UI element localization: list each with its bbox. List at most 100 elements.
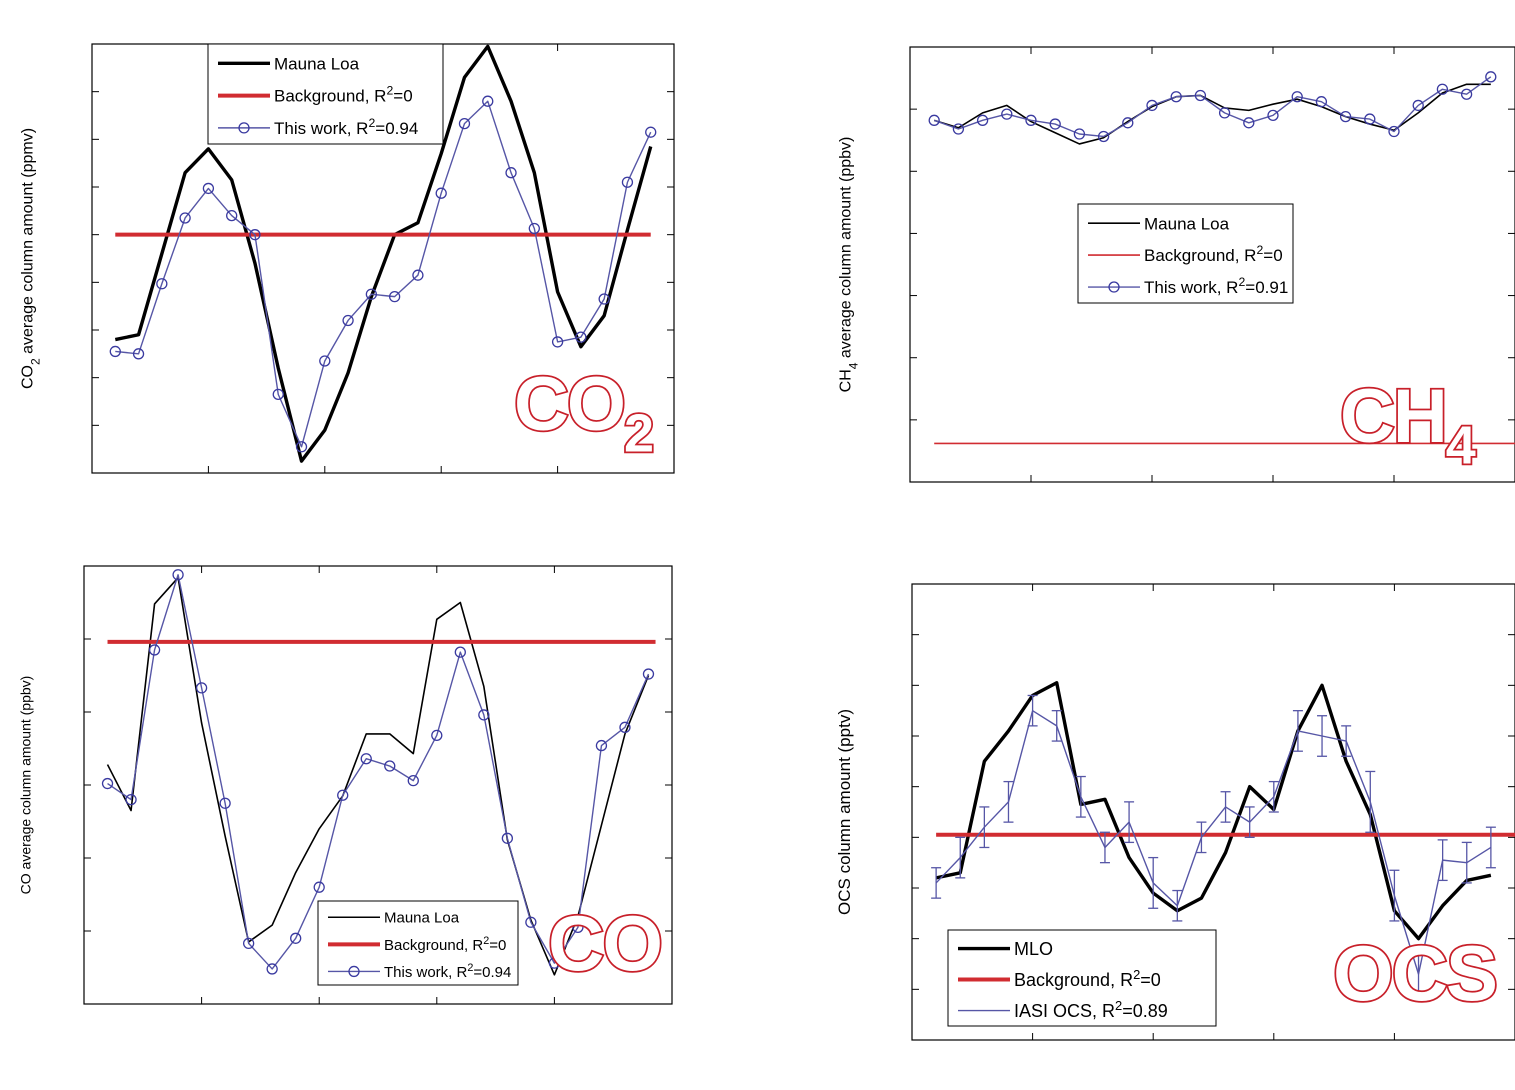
plot-area bbox=[931, 681, 1515, 1001]
data-point bbox=[1001, 108, 1013, 120]
data-point bbox=[478, 709, 490, 721]
data-point bbox=[1460, 88, 1473, 100]
chart-panel-3: OCS column amount (pptv) MLO Background, R… bbox=[835, 583, 1515, 1041]
data-point bbox=[1243, 117, 1255, 129]
series-line-mauna-loa bbox=[114, 44, 653, 463]
data-point bbox=[242, 937, 255, 950]
legend-entry: Mauna Loa bbox=[274, 54, 360, 73]
data-point bbox=[952, 123, 965, 135]
legend-marker bbox=[1108, 281, 1120, 293]
data-point bbox=[505, 167, 517, 179]
legend: Mauna Loa Background, R2=0 This work, R2=0… bbox=[1077, 203, 1294, 304]
legend-entry: Background, R2=0 bbox=[384, 935, 506, 954]
data-point bbox=[528, 222, 540, 235]
data-point bbox=[179, 212, 191, 224]
data-point bbox=[219, 797, 231, 809]
data-point bbox=[412, 269, 424, 281]
data-point bbox=[132, 348, 145, 360]
data-point bbox=[148, 644, 161, 656]
series-line-this-work-r bbox=[107, 574, 650, 970]
data-point bbox=[1291, 91, 1303, 103]
data-point bbox=[458, 117, 471, 130]
data-point bbox=[156, 278, 168, 290]
data-point bbox=[313, 881, 325, 893]
data-point bbox=[202, 182, 215, 195]
panel-label: OCS bbox=[1333, 929, 1496, 1017]
data-point bbox=[1218, 107, 1231, 119]
data-point bbox=[645, 126, 657, 138]
data-point bbox=[572, 921, 584, 933]
data-point bbox=[1388, 125, 1400, 138]
legend-entry: Mauna Loa bbox=[1144, 214, 1230, 233]
data-point bbox=[272, 388, 284, 401]
data-point bbox=[598, 293, 610, 305]
data-point bbox=[125, 793, 137, 806]
data-point bbox=[551, 336, 564, 348]
data-point bbox=[109, 345, 121, 358]
panel-label: CO bbox=[548, 899, 661, 987]
data-point bbox=[642, 668, 655, 680]
legend-entry: This work, R2=0.94 bbox=[274, 116, 418, 138]
data-point bbox=[101, 777, 114, 790]
legend: Mauna Loa Background, R2=0 This work, R2=0… bbox=[317, 900, 519, 986]
legend-entry: Background, R2=0 bbox=[1144, 243, 1283, 265]
data-point bbox=[172, 569, 184, 581]
data-point bbox=[1097, 130, 1110, 143]
data-point bbox=[342, 314, 354, 327]
data-point bbox=[337, 789, 349, 801]
panel-label: CH4 bbox=[1340, 374, 1476, 475]
data-point bbox=[1436, 83, 1449, 95]
data-point bbox=[249, 229, 261, 241]
y-axis-label: CO average column amount (ppbv) bbox=[18, 676, 34, 895]
plot-area bbox=[109, 44, 657, 463]
data-point bbox=[407, 774, 419, 787]
legend-entry: This work, R2=0.91 bbox=[1144, 275, 1288, 297]
data-point bbox=[928, 114, 940, 126]
legend-entry: Background, R2=0 bbox=[274, 84, 413, 106]
data-point bbox=[575, 331, 587, 343]
data-point bbox=[1194, 89, 1207, 102]
legend-entry: IASI OCS, R2=0.89 bbox=[1014, 997, 1168, 1021]
data-point bbox=[290, 932, 302, 944]
series-line-mlo bbox=[935, 681, 1492, 941]
chart-panel-2: CO average column amount (ppbv) Mauna Loa… bbox=[18, 565, 673, 1005]
legend: Mauna Loa Background, R2=0 This work, R2=0… bbox=[207, 43, 444, 145]
data-point bbox=[1412, 99, 1424, 112]
data-point bbox=[501, 832, 514, 844]
legend-entry: Background, R2=0 bbox=[1014, 967, 1161, 991]
data-point bbox=[548, 957, 561, 969]
data-point bbox=[1073, 128, 1086, 140]
plot-area bbox=[101, 569, 656, 976]
legend: MLO Background, R2=0 IASI OCS, R2=0.89 bbox=[947, 929, 1217, 1027]
data-point bbox=[1049, 118, 1061, 130]
data-point bbox=[1485, 71, 1497, 83]
legend-entry: MLO bbox=[1014, 939, 1053, 959]
data-point bbox=[621, 176, 634, 188]
plot-area bbox=[928, 71, 1515, 445]
data-point bbox=[360, 753, 372, 765]
data-point bbox=[365, 288, 378, 300]
data-point bbox=[195, 682, 208, 694]
data-point bbox=[1339, 110, 1352, 123]
data-point bbox=[1267, 109, 1279, 122]
data-point bbox=[976, 114, 989, 126]
series-line-this-work-r bbox=[933, 76, 1492, 138]
chart-panel-0: CO2 average column amount (ppmv) Mauna Lo… bbox=[20, 43, 675, 474]
data-point bbox=[1170, 91, 1182, 103]
legend-entry: Mauna Loa bbox=[384, 910, 460, 927]
data-point bbox=[1146, 99, 1158, 112]
data-point bbox=[454, 646, 466, 658]
y-axis-label: CH4 average column amount (ppbv) bbox=[838, 137, 861, 393]
legend-entry: This work, R2=0.94 bbox=[384, 962, 511, 981]
data-point bbox=[1025, 114, 1037, 126]
legend-marker bbox=[348, 965, 360, 978]
data-point bbox=[431, 729, 443, 742]
data-point bbox=[1364, 113, 1376, 125]
data-point bbox=[482, 95, 494, 107]
y-axis-label: CO2 average column amount (ppmv) bbox=[20, 128, 43, 389]
data-point bbox=[266, 963, 278, 975]
data-point bbox=[384, 760, 396, 772]
legend-marker bbox=[238, 122, 250, 134]
data-point bbox=[619, 721, 631, 733]
